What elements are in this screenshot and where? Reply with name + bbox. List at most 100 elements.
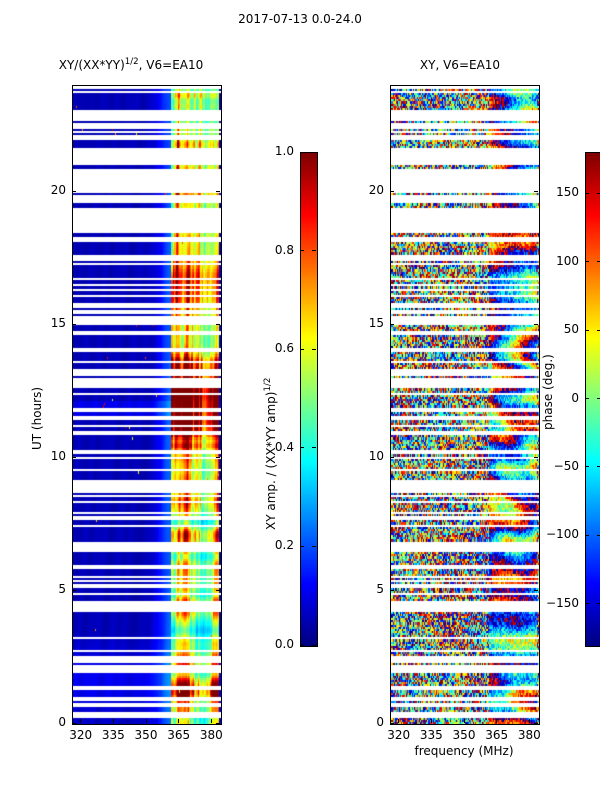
figure-suptitle: 2017-07-13 0.0-24.0: [238, 12, 362, 26]
y-tickmark-right: [216, 456, 220, 458]
colorbar-tickmark-right: [597, 603, 600, 605]
colorbar-amplitude-label-pre: XY amp. / (XX*YY amp): [264, 391, 278, 530]
colorbar-tickmark-right: [312, 644, 316, 646]
y-tickmark-right: [534, 456, 538, 458]
panel-title-amplitude-post: , V6=EA10: [138, 58, 204, 72]
colorbar-phase-canvas: [586, 153, 600, 646]
y-tickmark: [72, 722, 76, 724]
y-tickmark-right: [534, 323, 538, 325]
x-tickmark: [80, 719, 82, 723]
x-tickmark: [496, 719, 498, 723]
colorbar-tickmark-right: [597, 398, 600, 399]
x-tick-label-365: 365: [485, 728, 509, 742]
colorbar-tickmark-right: [312, 545, 316, 547]
colorbar-tickmark-right: [312, 447, 316, 449]
y-tickmark: [390, 456, 394, 458]
colorbar-tickmark: [585, 329, 589, 331]
colorbar-tickmark-right: [597, 192, 600, 194]
x-tick-label-350: 350: [452, 728, 476, 742]
colorbar-tickmark: [300, 348, 304, 350]
colorbar-tickmark-right: [597, 329, 600, 331]
y-tickmark-right: [534, 190, 538, 192]
x-tick-label-335: 335: [419, 728, 443, 742]
y-tickmark: [72, 456, 76, 458]
panel-title-amplitude: XY/(XX*YY)1/2, V6=EA10: [36, 58, 226, 72]
colorbar-tickmark-right: [597, 261, 600, 263]
heatmap-phase[interactable]: [390, 85, 540, 725]
x-tickmark: [398, 719, 400, 723]
x-tick-label-380: 380: [517, 728, 541, 742]
heatmap-amplitude-canvas: [73, 86, 221, 724]
colorbar-tick-label-3: 0.6: [274, 341, 294, 356]
colorbar-tick-label-2: −50: [553, 458, 579, 473]
colorbar-tickmark-right: [312, 250, 316, 252]
colorbar-tick-label-2: 0.4: [274, 439, 294, 454]
colorbar-phase[interactable]: [585, 152, 600, 647]
x-tickmark: [430, 719, 432, 723]
heatmap-amplitude-ratio[interactable]: [72, 85, 222, 725]
colorbar-tickmark: [300, 151, 304, 153]
y-tickmark-right: [216, 722, 220, 724]
y-tick-label-0: 0: [376, 715, 384, 729]
y-tickmark: [390, 323, 394, 325]
y-tick-label-20: 20: [50, 183, 66, 198]
panel-title-amplitude-pre: XY/(XX*YY): [58, 58, 125, 72]
x-tick-label-365: 365: [167, 728, 191, 742]
x-tickmark: [528, 719, 530, 723]
y-axis-label-ut: UT (hours): [30, 386, 44, 450]
x-tickmark: [463, 719, 465, 723]
y-tickmark-right: [534, 722, 538, 724]
colorbar-tickmark: [300, 545, 304, 547]
colorbar-tickmark-right: [597, 466, 600, 468]
colorbar-tickmark-right: [312, 348, 316, 350]
colorbar-tick-label-3: 0: [571, 390, 579, 405]
colorbar-tickmark: [300, 447, 304, 449]
panel-title-phase-pre: XY, V6=EA10: [419, 58, 501, 72]
colorbar-amplitude[interactable]: [300, 152, 318, 647]
colorbar-tick-label-1: −100: [546, 527, 579, 542]
y-tickmark-right: [216, 589, 220, 591]
colorbar-tickmark: [585, 192, 589, 194]
colorbar-tick-label-0: −150: [546, 595, 579, 610]
x-tick-label-335: 335: [101, 728, 125, 742]
y-tick-label-10: 10: [50, 449, 66, 464]
x-tick-label-350: 350: [134, 728, 158, 742]
x-tickmark: [178, 719, 180, 723]
y-tick-label-5: 5: [58, 582, 66, 597]
colorbar-tick-label-4: 0.8: [274, 242, 294, 257]
y-tickmark: [390, 589, 394, 591]
y-tickmark: [72, 589, 76, 591]
y-tick-label-15: 15: [368, 316, 384, 331]
x-axis-label-frequency: frequency (MHz): [414, 744, 514, 758]
y-tick-label-15: 15: [50, 316, 66, 331]
panel-title-phase: XY, V6=EA10: [365, 58, 555, 72]
colorbar-tickmark: [585, 466, 589, 468]
colorbar-amplitude-canvas: [301, 153, 317, 646]
colorbar-tickmark: [585, 603, 589, 605]
colorbar-tickmark-right: [312, 151, 316, 153]
colorbar-tick-label-4: 50: [563, 322, 579, 337]
colorbar-tick-label-1: 0.2: [274, 538, 294, 553]
y-tickmark: [72, 323, 76, 325]
colorbar-tickmark: [585, 261, 589, 263]
x-tick-label-320: 320: [69, 728, 93, 742]
y-tickmark: [72, 190, 76, 192]
x-tick-label-320: 320: [387, 728, 411, 742]
colorbar-tickmark: [585, 398, 589, 399]
colorbar-tickmark: [300, 250, 304, 252]
colorbar-tickmark-right: [597, 534, 600, 536]
colorbar-tick-label-6: 150: [556, 185, 579, 200]
colorbar-tick-label-0: 0.0: [274, 637, 294, 651]
x-tickmark: [145, 719, 147, 723]
y-tickmark-right: [534, 589, 538, 591]
y-tick-label-10: 10: [368, 449, 384, 464]
heatmap-phase-canvas: [391, 86, 539, 724]
colorbar-tick-label-5: 100: [556, 253, 579, 268]
x-tick-label-380: 380: [199, 728, 223, 742]
panel-title-amplitude-sup: 1/2: [124, 57, 139, 67]
colorbar-amplitude-label: XY amp. / (XX*YY amp)1/2: [263, 377, 278, 530]
y-tickmark: [390, 722, 394, 724]
colorbar-amplitude-label-sup: 1/2: [263, 377, 273, 392]
colorbar-tickmark: [300, 644, 304, 646]
